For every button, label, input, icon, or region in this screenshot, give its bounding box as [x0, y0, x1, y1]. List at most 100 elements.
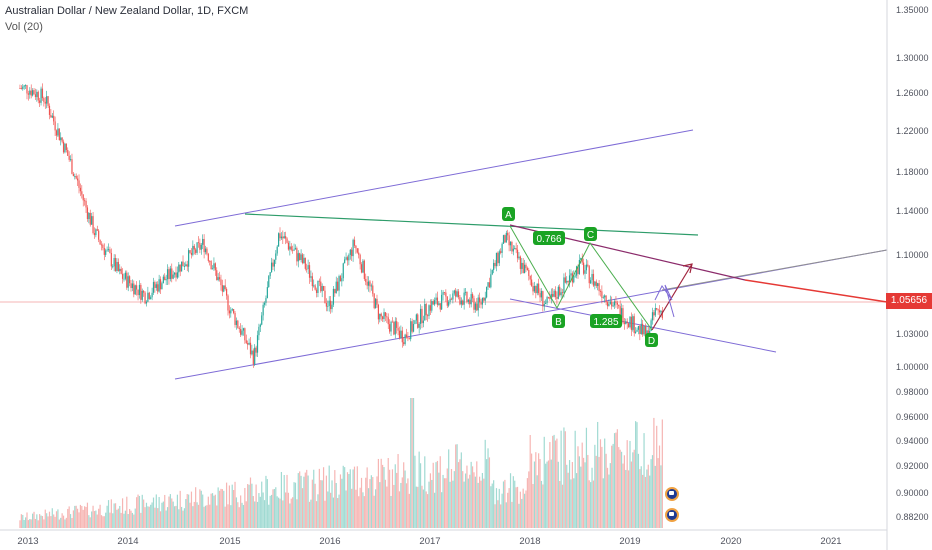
price-axis[interactable]: 1.35000 1.30000 1.26000 1.22000 1.18000 … [896, 5, 929, 522]
candle-body [155, 284, 157, 288]
candle-body [147, 292, 149, 302]
volume-bar [117, 508, 119, 528]
candle-body [213, 263, 215, 269]
volume-bar [394, 464, 396, 528]
volume-bar [40, 515, 42, 528]
candle-body [359, 254, 361, 265]
candle-body [103, 247, 105, 255]
australia-flag-icon[interactable] [665, 487, 679, 501]
volume-bar [147, 506, 149, 528]
volume-bar [109, 512, 111, 528]
volume-bar [127, 514, 129, 528]
new-zealand-flag-icon[interactable] [665, 508, 679, 522]
candle-body [615, 301, 617, 303]
candle-body [358, 252, 360, 255]
volume-bar [660, 465, 662, 528]
candle-body [353, 239, 356, 246]
candle-body [535, 286, 537, 294]
volume-indicator-label[interactable]: Vol (20) [5, 21, 43, 33]
volume-bar [150, 504, 152, 528]
volume-bar [99, 504, 101, 528]
volume-bar [640, 466, 642, 528]
candle-body [439, 303, 441, 310]
candle-body [218, 277, 221, 280]
candle-body [133, 283, 135, 295]
time-axis[interactable]: 2013 2014 2015 2016 2017 2018 2019 2020 … [17, 536, 841, 547]
volume-bar [580, 466, 582, 528]
ratio-ac-label[interactable]: 0.766 [533, 231, 565, 245]
volume-bar [289, 503, 291, 528]
volume-bar [337, 498, 339, 528]
candle-body [632, 316, 634, 330]
trendline-red[interactable] [744, 279, 888, 303]
candle-body [560, 292, 562, 296]
volume-bar [480, 480, 482, 528]
point-d-label[interactable]: D [645, 333, 658, 347]
projection-arrow[interactable] [651, 263, 693, 331]
volume-bar [293, 482, 295, 528]
point-c-label[interactable]: C [584, 227, 597, 241]
volume-bar [539, 459, 541, 528]
volume-bar [487, 448, 489, 528]
time-tick: 2014 [117, 536, 138, 547]
trendline-green[interactable] [244, 213, 699, 236]
candle-body [311, 276, 313, 287]
projection-line-gray[interactable] [661, 249, 888, 291]
volume-bar [643, 433, 645, 528]
volume-bar [213, 495, 215, 528]
candle-body [552, 294, 554, 297]
candle-body [175, 272, 177, 278]
candle-body [411, 321, 413, 332]
candle-body [148, 292, 150, 299]
point-b-label[interactable]: B [552, 314, 565, 328]
candle-body [547, 297, 550, 298]
candle-body [227, 295, 229, 311]
volume-bar [55, 511, 58, 528]
volume-bar [290, 498, 292, 528]
candle-body [280, 236, 283, 239]
candle-body [258, 326, 260, 336]
volume-bar [287, 492, 290, 528]
candle-body [313, 285, 315, 287]
candle-body [67, 149, 69, 156]
candle-body [620, 308, 623, 318]
candle-body [559, 286, 561, 296]
candle-body [129, 276, 131, 284]
volume-bar [158, 497, 160, 528]
candle-body [460, 300, 462, 305]
ratio-bd-label[interactable]: 1.285 [590, 314, 622, 328]
candle-body [263, 302, 266, 305]
candle-body [43, 98, 45, 102]
candle-body [658, 310, 661, 313]
time-tick: 2016 [319, 536, 340, 547]
volume-bar [119, 505, 121, 528]
channel-upper-line[interactable] [174, 129, 694, 227]
candle-body [434, 300, 436, 305]
candle-body [515, 248, 517, 250]
volume-bar [352, 469, 354, 528]
candle-body [498, 251, 500, 264]
volume-bar [227, 504, 229, 528]
candle-body [445, 292, 447, 297]
candle-body [337, 281, 339, 291]
candle-body [426, 315, 429, 317]
volume-bar [64, 519, 66, 528]
candle-body [478, 297, 481, 303]
volume-bar [494, 504, 496, 528]
volume-bar [185, 499, 187, 528]
candle-body [421, 308, 423, 324]
volume-bar [493, 480, 495, 528]
volume-bar [88, 515, 90, 528]
volume-bar [259, 496, 261, 528]
candle-body [502, 235, 505, 244]
point-a-label[interactable]: A [502, 207, 515, 221]
candle-body [488, 282, 491, 288]
candle-body [308, 265, 311, 278]
candle-body [186, 264, 188, 267]
candle-body [211, 268, 214, 270]
volume-bar [618, 447, 620, 528]
volume-bar [138, 495, 141, 528]
volume-bar [390, 495, 392, 528]
volume-bar [82, 509, 84, 528]
